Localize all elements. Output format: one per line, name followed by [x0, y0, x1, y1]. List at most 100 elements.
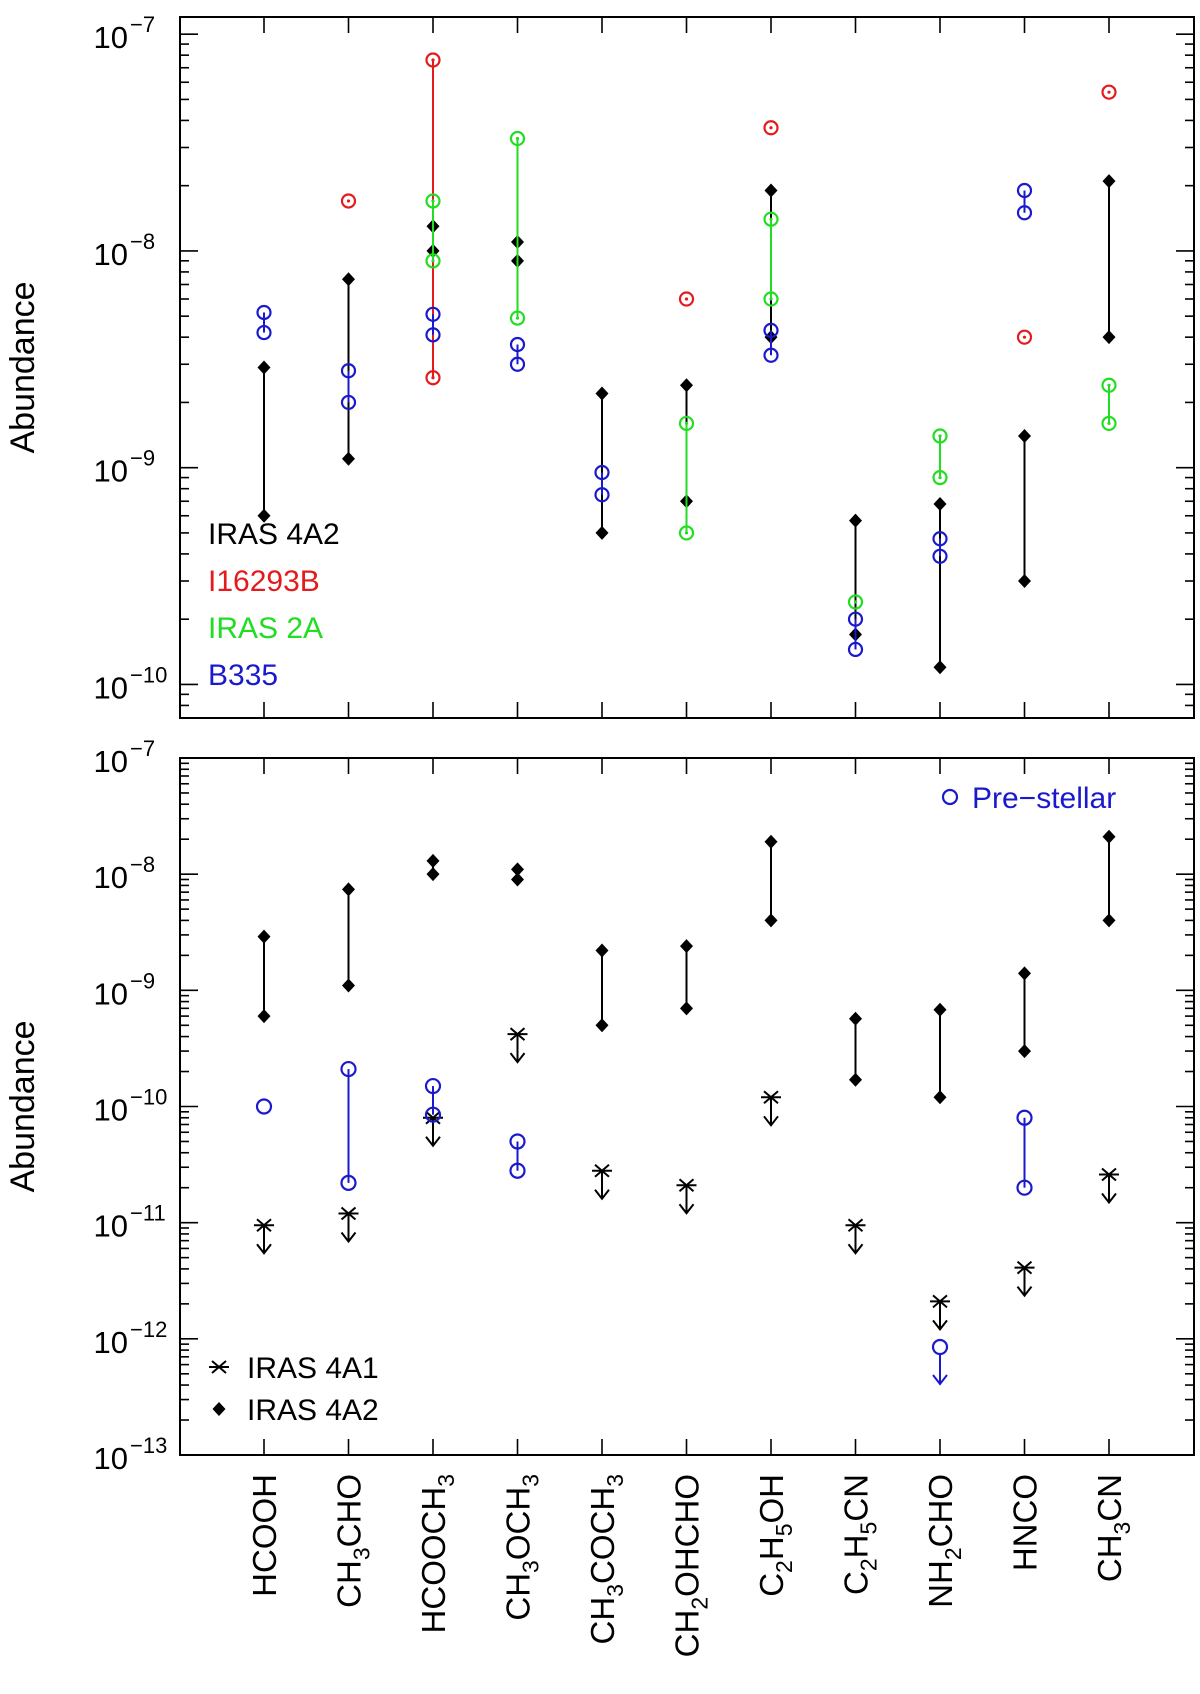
marker-circle: [594, 487, 610, 503]
marker-circle: [340, 363, 357, 379]
y-tick-label: 10: [94, 1209, 128, 1244]
marker-diamond: [595, 1018, 609, 1033]
label-part: CH: [669, 1610, 706, 1658]
y-tick-label: 10: [94, 454, 128, 489]
marker-circle-dot: [684, 421, 689, 426]
upper-limit-arrowhead: [340, 1231, 357, 1244]
marker-circle-dot: [938, 475, 942, 480]
marker-circle: [941, 788, 959, 806]
label-part: HNCO: [1007, 1474, 1044, 1571]
y-tick-label: 10: [94, 1093, 128, 1128]
marker-circle: [509, 356, 526, 372]
x-tick-label: HNCO: [1007, 1474, 1044, 1571]
marker-circle: [932, 428, 948, 444]
label-part: CH: [500, 1573, 537, 1621]
marker-circle-dot: [938, 434, 942, 438]
upper-limit-arrowhead: [425, 1136, 441, 1148]
subscript: 2: [856, 1558, 882, 1571]
marker-circle-dot: [1107, 383, 1111, 387]
marker-diamond: [1018, 966, 1031, 981]
marker-circle: [509, 130, 526, 147]
marker-diamond: [257, 508, 271, 523]
marker-diamond: [595, 525, 609, 540]
y-tick-label: 10: [94, 1441, 128, 1476]
marker-circle: [425, 193, 441, 209]
marker-circle: [1016, 1179, 1033, 1196]
marker-diamond: [764, 183, 778, 198]
label-part: HCOOH: [246, 1474, 283, 1597]
marker-diamond: [595, 386, 609, 401]
marker-circle: [509, 336, 526, 353]
y-tick-label: 10: [94, 744, 128, 779]
marker-diamond: [680, 1001, 693, 1016]
marker-circle: [847, 641, 864, 658]
y-tick-label: 10: [94, 1325, 128, 1360]
marker-circle-dot: [431, 376, 435, 380]
y-tick-label: 10: [94, 237, 128, 272]
marker-diamond: [342, 451, 355, 466]
marker-diamond: [849, 1072, 862, 1087]
upper-limit-arrowhead: [763, 1115, 779, 1127]
series-prestellar: [255, 1060, 1033, 1386]
marker-diamond: [595, 943, 609, 958]
marker-circle-dot: [346, 199, 351, 203]
subscript: 3: [433, 1474, 459, 1487]
subscript: 3: [1109, 1522, 1135, 1535]
marker-circle-dot: [431, 58, 435, 62]
label-part: H: [753, 1536, 790, 1560]
y-tick-exponent: −11: [130, 1201, 166, 1226]
marker-diamond: [764, 834, 778, 849]
marker-diamond: [1102, 913, 1116, 928]
marker-circle: [847, 594, 864, 610]
marker-star: [211, 1360, 227, 1374]
y-tick-exponent: −9: [130, 968, 155, 993]
y-tick-exponent: −8: [130, 229, 155, 254]
marker-circle: [1101, 415, 1117, 432]
marker-circle: [678, 525, 695, 541]
marker-circle: [509, 1133, 526, 1150]
label-part: CHO: [922, 1474, 959, 1547]
marker-circle-dot: [1107, 90, 1111, 94]
marker-diamond: [933, 660, 947, 675]
marker-circle: [763, 120, 779, 136]
marker-circle: [425, 370, 441, 386]
legend-entry: IRAS 2A: [208, 612, 323, 645]
marker-circle-dot: [515, 316, 520, 320]
marker-diamond: [212, 1402, 226, 1416]
marker-diamond: [764, 913, 778, 928]
marker-circle-dot: [1022, 335, 1027, 339]
marker-diamond: [849, 513, 862, 528]
marker-diamond: [1102, 174, 1116, 189]
marker-diamond: [933, 496, 947, 511]
marker-circle: [425, 327, 441, 343]
x-tick-label: NH2CHO: [922, 1474, 966, 1608]
x-tick-label: CH2OHCHO: [669, 1474, 713, 1657]
x-tick-label: CH3OCH3: [500, 1474, 544, 1621]
series-iras-4a1: [254, 1027, 1119, 1332]
marker-circle: [255, 1098, 273, 1115]
marker-circle: [340, 394, 357, 411]
marker-circle-dot: [684, 531, 689, 535]
marker-circle: [509, 310, 526, 326]
marker-diamond: [1018, 1044, 1031, 1059]
label-part: CH: [331, 1560, 368, 1608]
marker-diamond: [1102, 829, 1116, 844]
legend-entry: IRAS 4A2: [247, 1394, 379, 1427]
x-tick-label: C2H5OH: [753, 1474, 797, 1597]
marker-circle: [594, 464, 610, 481]
label-part: OHCHO: [669, 1474, 706, 1597]
marker-circle: [425, 306, 441, 322]
marker-circle-dot: [769, 126, 773, 130]
marker-diamond: [426, 853, 440, 868]
marker-circle: [763, 322, 779, 338]
marker-diamond: [342, 882, 355, 897]
subscript: 3: [518, 1560, 544, 1573]
y-tick-exponent: −7: [130, 736, 155, 761]
x-tick-label: CH3COCH3: [584, 1474, 628, 1644]
label-part: CH: [1091, 1534, 1128, 1582]
x-tick-label: HCOOCH3: [415, 1474, 459, 1633]
marker-circle: [256, 324, 272, 341]
label-part: COCH: [584, 1487, 621, 1584]
